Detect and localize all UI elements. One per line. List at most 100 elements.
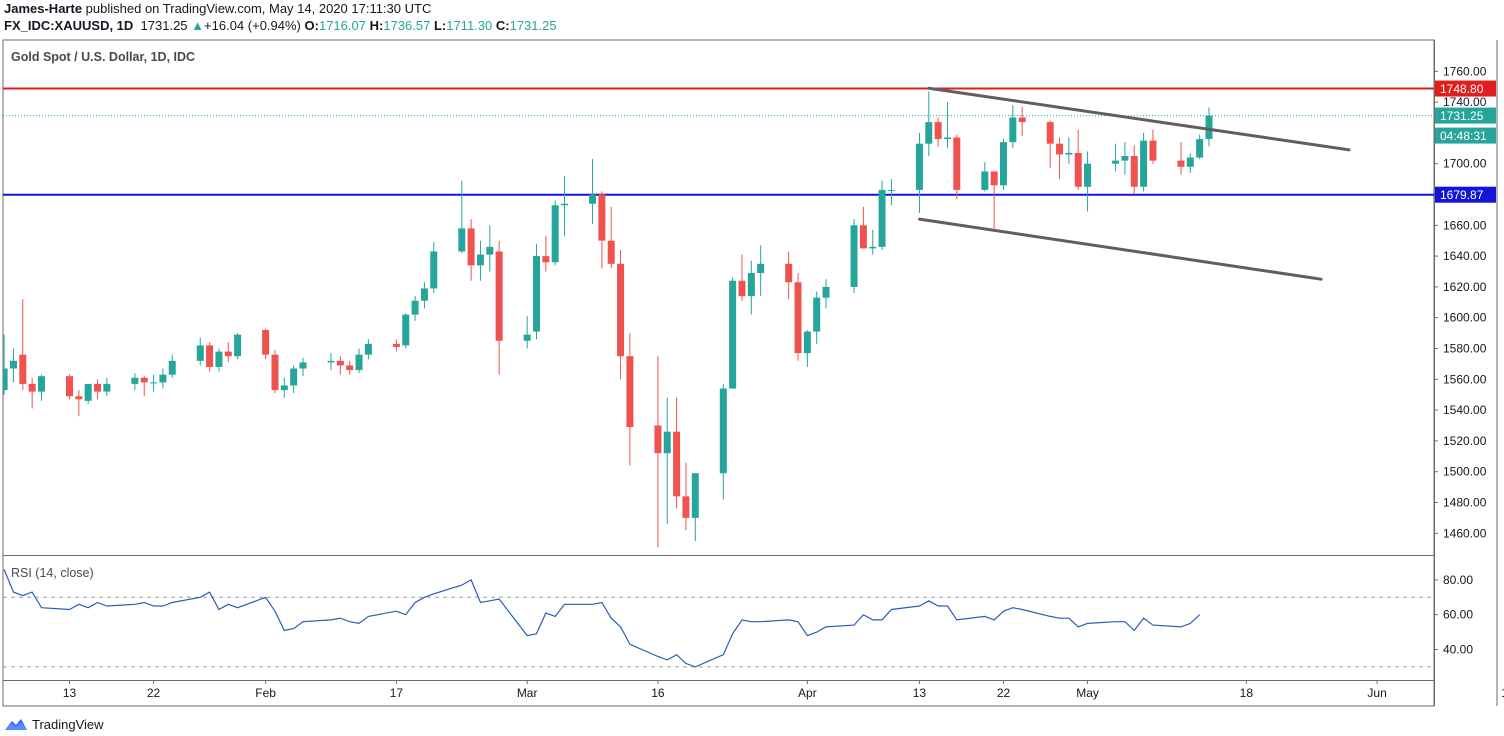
footer-brand-text: TradingView <box>32 716 104 732</box>
rsi-pane-title: RSI (14, close) <box>11 566 94 580</box>
candle <box>1074 129 1082 190</box>
candle-body <box>159 374 167 383</box>
open-label: O: <box>304 18 319 33</box>
candle <box>1112 143 1120 172</box>
candle <box>1186 152 1194 173</box>
lower-channel-trendline <box>917 217 1323 281</box>
candle-body <box>607 240 615 264</box>
candle-body <box>346 365 354 371</box>
candle <box>1018 106 1026 136</box>
candle-body <box>990 171 998 186</box>
tradingview-logo-icon <box>5 719 27 730</box>
candle-body <box>943 137 951 140</box>
support-axis-label-text: 1679.87 <box>1440 188 1484 202</box>
candle-body <box>1121 156 1129 161</box>
candle <box>738 254 746 301</box>
candle <box>336 356 344 375</box>
candle-body <box>392 343 400 347</box>
candle <box>869 229 877 255</box>
candle-body <box>131 377 139 384</box>
resistance-axis-label: 1748.80 <box>1435 80 1496 97</box>
candle-body <box>66 376 73 397</box>
candle-body <box>785 263 793 283</box>
candle-body <box>1186 157 1194 167</box>
candle <box>747 260 755 315</box>
candle <box>271 350 279 394</box>
candle <box>392 339 400 352</box>
candle-body <box>215 351 223 367</box>
candle <box>1196 134 1204 160</box>
candle-body <box>617 263 625 357</box>
price-axis-tick-label: 1760.00 <box>1443 64 1487 78</box>
candle <box>719 383 727 500</box>
time-axis-tick-label: 16 <box>651 686 665 700</box>
candle-body <box>663 431 671 454</box>
candle-body <box>196 345 204 361</box>
candle-body <box>19 354 27 384</box>
candle <box>355 348 363 374</box>
countdown-axis-label: 04:48:31 <box>1435 127 1496 144</box>
price-axis-tick-label: 1660.00 <box>1443 218 1487 232</box>
candle <box>561 176 569 237</box>
support-axis-label: 1679.87 <box>1435 186 1496 203</box>
candle-body <box>420 288 428 301</box>
candle <box>551 200 559 266</box>
main-pane-title: Gold Spot / U.S. Dollar, 1D, IDC <box>11 50 195 64</box>
candle <box>9 348 17 383</box>
candle <box>542 236 550 272</box>
candle-body <box>402 314 410 346</box>
candle-body <box>1056 143 1064 155</box>
candle <box>215 348 223 372</box>
candle-body <box>803 331 811 354</box>
candle-body <box>589 194 597 204</box>
candle-body <box>1084 163 1092 187</box>
candle-body <box>1009 117 1017 143</box>
price-axis-tick-label: 1640.00 <box>1443 249 1487 263</box>
candle <box>140 376 148 397</box>
candle-body <box>691 473 699 518</box>
candle <box>626 333 634 466</box>
candle <box>327 353 335 371</box>
candle <box>150 374 158 392</box>
price-axis-tick-label: 1480.00 <box>1443 496 1487 510</box>
candle-body <box>168 360 176 375</box>
time-axis-tick-label: 22 <box>997 686 1011 700</box>
candle-body <box>486 246 494 255</box>
candle-body <box>1065 152 1073 155</box>
candle <box>915 132 923 213</box>
candles <box>3 91 1213 548</box>
time-axis-tick-label: Jun <box>1367 686 1386 700</box>
time-axis-tick-label: Feb <box>255 686 276 700</box>
last-price-text: 1731.25 <box>140 18 188 33</box>
candle <box>990 171 998 229</box>
price-axis-tick-label: 1700.00 <box>1443 157 1487 171</box>
candle-body <box>9 360 17 369</box>
candle-body <box>859 225 867 249</box>
candle-body <box>150 382 158 384</box>
candle-body <box>813 297 821 332</box>
candle-body <box>598 194 606 241</box>
candle <box>607 206 615 269</box>
author-name[interactable]: James-Harte <box>4 1 83 16</box>
candle <box>411 296 419 321</box>
candle <box>1130 145 1138 195</box>
candle-body <box>850 225 858 287</box>
close-label: C: <box>495 18 510 33</box>
candle <box>794 273 802 361</box>
candle <box>673 397 681 509</box>
price-axis-ticks: 1460.00 1480.00 1500.00 1520.00 1540.00 1560.… <box>1434 64 1487 657</box>
candle <box>1149 129 1157 164</box>
candle-body <box>103 383 111 392</box>
footer-brand[interactable]: TradingView <box>4 714 104 734</box>
candle-body <box>1140 140 1148 187</box>
rsi-axis-tick-label: 40.00 <box>1443 643 1473 657</box>
candle <box>785 251 793 300</box>
candle <box>476 240 484 281</box>
symbol-name: FX_IDC:XAUUSD, 1D <box>4 18 134 33</box>
candle-body <box>299 362 307 369</box>
candle <box>299 357 307 377</box>
candle <box>803 330 811 367</box>
candle <box>1084 151 1092 212</box>
candle <box>533 243 540 340</box>
